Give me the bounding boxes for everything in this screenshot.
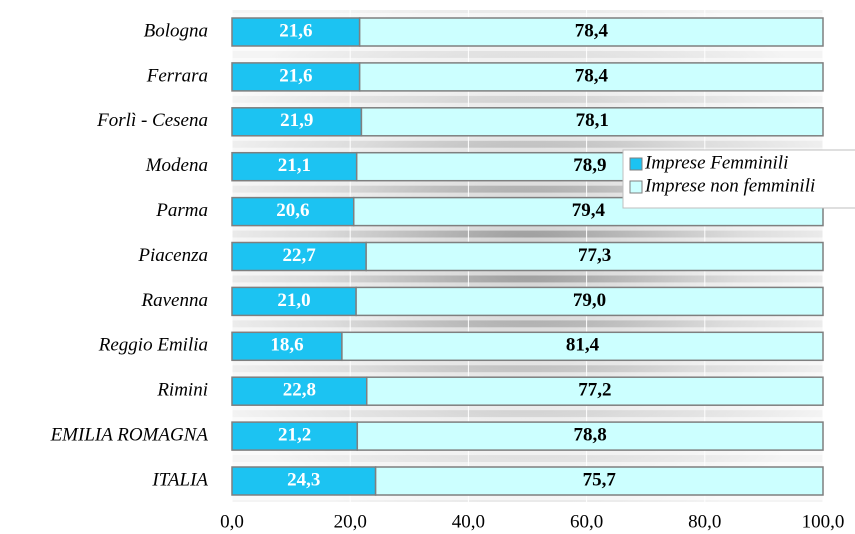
value-label: 79,0 [573,290,606,311]
bar-segment [231,376,368,406]
value-label: 21,0 [277,290,310,311]
value-label: 21,9 [280,110,313,131]
bar-segment [365,241,824,272]
value-label: 18,6 [270,335,303,356]
category-label: EMILIA ROMAGNA [50,424,209,445]
bar-segment [358,17,824,47]
value-label: 21,2 [278,424,311,445]
category-label: Ravenna [141,290,208,311]
category-label: Piacenza [137,245,208,266]
category-label: Forlì - Cesena [96,110,208,131]
value-label: 77,3 [578,245,611,266]
category-label: Parma [155,200,208,221]
legend-label: Imprese Femminili [644,152,788,173]
value-label: 78,9 [573,155,606,176]
x-tick-label: 0,0 [220,511,244,532]
value-label: 78,1 [576,110,609,131]
bar-segment [231,151,358,182]
bar-segment [358,62,824,92]
x-tick-label: 80,0 [688,511,721,532]
bar-segment [231,466,377,496]
category-label: Reggio Emilia [98,335,208,356]
category-label: ITALIA [151,469,208,490]
value-label: 24,3 [287,469,320,490]
bar-segment [356,421,824,451]
value-label: 78,4 [575,20,609,41]
x-tick-label: 40,0 [452,511,485,532]
legend-swatch [629,180,643,194]
bar-segment [374,466,824,496]
x-tick-label: 20,0 [334,511,367,532]
category-label: Rimini [156,380,208,401]
value-label: 78,4 [575,65,609,86]
bar-segment [231,107,363,137]
bar-segment [231,17,361,47]
value-label: 21,1 [278,155,311,176]
value-label: 20,6 [276,200,309,221]
bar-segment [341,331,824,362]
bar-segment [355,286,824,317]
value-label: 75,7 [583,469,617,490]
bar-segment [231,286,357,317]
x-tick-label: 60,0 [570,511,603,532]
value-label: 77,2 [578,380,611,401]
x-tick-label: 100,0 [802,511,845,532]
bar-segment [365,376,824,406]
value-label: 21,6 [279,20,312,41]
bar-segment [231,196,355,227]
category-label: Modena [145,155,208,176]
value-label: 81,4 [566,335,600,356]
value-label: 22,7 [282,245,316,266]
category-label: Ferrara [146,65,208,86]
value-label: 21,6 [279,65,312,86]
legend-label: Imprese non femminili [644,175,815,196]
legend-swatch [629,157,643,171]
bar-segment [231,331,343,362]
bar-segment [231,62,361,92]
legend-box [622,149,855,209]
bar-segment [360,107,824,137]
category-label: Bologna [144,20,208,41]
value-label: 78,8 [574,424,607,445]
value-label: 79,4 [572,200,606,221]
value-label: 22,8 [283,380,316,401]
